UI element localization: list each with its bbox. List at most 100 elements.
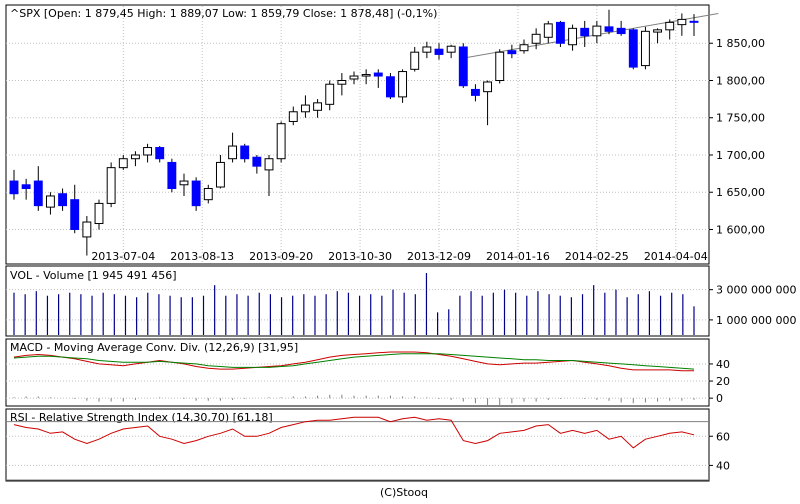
candle-body	[264, 158, 274, 171]
candle-body	[58, 193, 68, 207]
price-x-tick-label: 2014-04-04	[644, 250, 708, 263]
price-x-tick-label: 2013-07-04	[91, 250, 155, 263]
candle-body	[373, 72, 383, 77]
candle-body	[689, 20, 699, 23]
candle-body	[9, 180, 19, 195]
candle-body	[410, 51, 420, 70]
price-y-ticks: 1 600,00 1 650,00 1 700,00 1 750,00 1 800,00…	[709, 37, 765, 236]
price-x-tick-label: 2014-02-25	[565, 250, 629, 263]
macd-series-line	[13, 351, 694, 372]
price-x-tick-label: 2013-09-20	[249, 250, 313, 263]
candle-body	[337, 79, 347, 85]
macd-lines	[13, 351, 695, 405]
candle-body	[385, 76, 395, 98]
candle-body	[446, 45, 456, 53]
price-y-tick-label: 1 650,00	[716, 186, 765, 199]
candle-body	[398, 71, 408, 98]
price-x-tick-label: 2013-12-09	[407, 250, 471, 263]
candle-body	[361, 74, 371, 77]
candle-body	[179, 180, 189, 186]
candle-body	[507, 50, 517, 55]
price-x-tick-label: 2013-10-30	[328, 250, 392, 263]
price-y-tick-label: 1 600,00	[716, 223, 765, 236]
candle-body	[143, 147, 153, 156]
candle-body	[82, 221, 92, 238]
candle-body	[276, 123, 286, 160]
macd-y-tick-label: 40	[716, 358, 730, 371]
candle-body	[677, 18, 687, 26]
candle-body	[592, 25, 602, 37]
price-y-tick-label: 1 750,00	[716, 112, 765, 125]
macd-y-tick-label: 20	[716, 375, 730, 388]
candle-body	[252, 156, 262, 167]
candle-body	[580, 27, 590, 37]
candle-body	[106, 167, 116, 204]
rsi-gridlines	[6, 421, 709, 481]
price-candles	[9, 9, 699, 256]
candle-body	[288, 111, 298, 122]
volume-y-ticks: 1 000 000 000 3 000 000 000	[709, 284, 796, 327]
trendline	[463, 12, 719, 59]
candle-body	[45, 195, 55, 208]
price-panel: ^SPX [Open: 1 879,45 High: 1 889,07 Low:…	[5, 4, 765, 265]
candle-body	[604, 26, 614, 32]
rsi-y-tick-label: 40	[716, 459, 730, 472]
candle-body	[568, 27, 578, 46]
macd-panel-title: MACD - Moving Average Conv. Div. (12,26,…	[10, 341, 298, 354]
candle-body	[665, 21, 675, 31]
volume-y-tick-label: 1 000 000 000	[716, 314, 796, 327]
macd-series-line	[13, 353, 695, 370]
candle-body	[349, 75, 359, 80]
candle-body	[628, 29, 638, 68]
macd-y-ticks: 0 20 40	[709, 358, 730, 405]
volume-panel: VOL - Volume [1 945 491 456] 1 000 000 0…	[5, 265, 796, 337]
price-y-tick-label: 1 850,00	[716, 37, 765, 50]
price-trendline	[463, 12, 719, 59]
candle-body	[203, 188, 213, 201]
price-x-tick-label: 2013-08-13	[170, 250, 234, 263]
footer-credit: (C)Stooq	[380, 486, 428, 499]
price-y-tick-label: 1 700,00	[716, 149, 765, 162]
price-y-tick-label: 1 800,00	[716, 74, 765, 87]
candle-body	[118, 158, 128, 169]
candle-body	[155, 147, 165, 160]
candle-body	[228, 145, 238, 160]
candle-body	[130, 154, 140, 160]
candle-body	[495, 51, 505, 81]
rsi-lines	[13, 416, 695, 449]
candle-body	[555, 21, 565, 44]
candle-body	[240, 145, 250, 160]
candle-body	[167, 161, 177, 190]
rsi-panel-frame	[5, 408, 710, 482]
rsi-series-line	[13, 416, 695, 449]
rsi-panel: RSI - Relative Strength Index (14,30,70)…	[5, 408, 730, 482]
price-x-ticks: 2013-07-04 2013-08-13 2013-09-20 2013-10-30…	[91, 250, 707, 263]
candle-body	[300, 104, 310, 113]
candle-body	[70, 199, 80, 230]
candle-body	[470, 88, 480, 96]
macd-panel: MACD - Moving Average Conv. Div. (12,26,…	[5, 338, 730, 407]
candle-body	[519, 44, 529, 52]
candle-body	[94, 202, 104, 225]
candle-body	[458, 46, 468, 87]
macd-y-tick-label: 0	[716, 392, 723, 405]
candle-body	[191, 180, 201, 207]
candle-body	[434, 48, 444, 55]
rsi-panel-title: RSI - Relative Strength Index (14,30,70)…	[10, 411, 273, 424]
candle-body	[422, 46, 432, 53]
price-panel-frame	[5, 4, 710, 265]
volume-gridlines	[6, 289, 709, 321]
volume-y-tick-label: 3 000 000 000	[716, 284, 796, 297]
candle-body	[33, 180, 43, 207]
volume-panel-frame	[5, 265, 710, 337]
candle-body	[640, 30, 650, 67]
candle-body	[313, 102, 323, 111]
price-x-tick-label: 2014-01-16	[486, 250, 550, 263]
candle-body	[483, 81, 493, 93]
candle-body	[543, 23, 553, 38]
price-panel-title: ^SPX [Open: 1 879,45 High: 1 889,07 Low:…	[10, 7, 437, 20]
volume-panel-title: VOL - Volume [1 945 491 456]	[10, 269, 177, 282]
candle-body	[215, 161, 225, 188]
